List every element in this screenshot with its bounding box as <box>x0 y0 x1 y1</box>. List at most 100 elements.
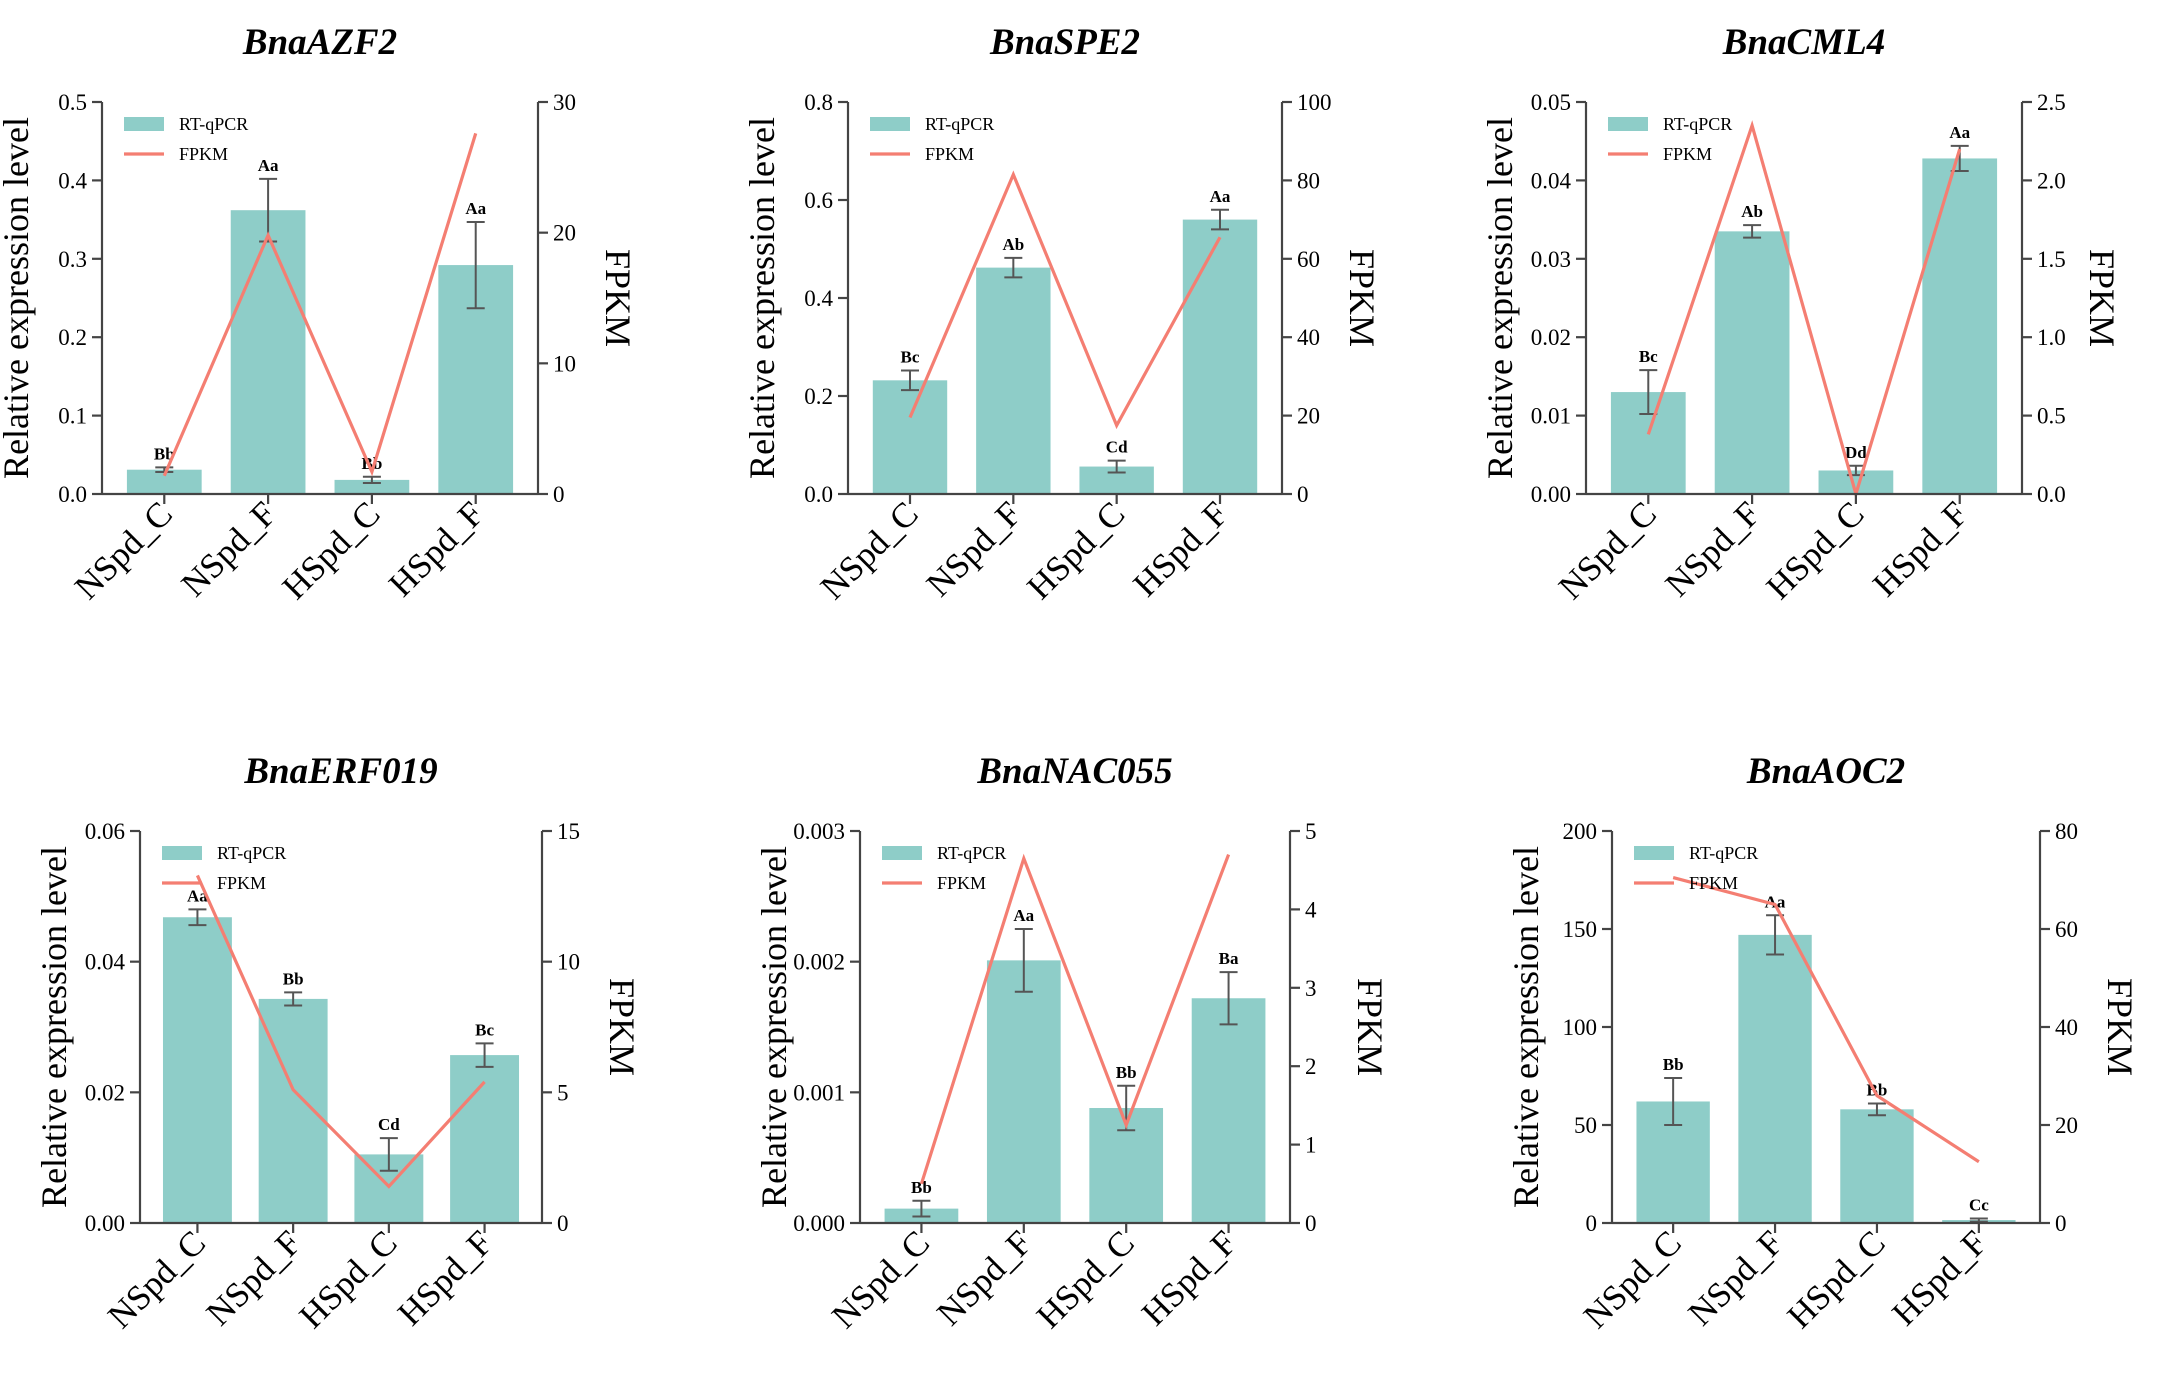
panel-title: BnaAZF2 <box>242 22 397 63</box>
legend-swatch-bar <box>124 117 164 131</box>
fpkm-series-line <box>1672 876 1980 1164</box>
bar <box>1191 998 1266 1223</box>
y2-axis-title: FPKM <box>1342 249 1382 347</box>
right-tick-label: 1.0 <box>2037 325 2066 350</box>
legend-label: RT-qPCR <box>925 114 994 134</box>
significance-label: Cd <box>378 1115 400 1134</box>
right-tick-label: 40 <box>1297 325 1320 350</box>
category-label: HSpd_C <box>1029 1223 1142 1336</box>
bar <box>1738 934 1812 1223</box>
bar <box>230 210 306 494</box>
y-axis-title: Relative expression level <box>1506 846 1546 1208</box>
chart-panel-2: BnaCML4 Bc Ab Dd Aa 0.00 0.01 0.02 0.03 0.04 0.05 0… <box>1480 22 2122 607</box>
bar <box>986 960 1061 1223</box>
right-tick-label: 5 <box>557 1080 569 1105</box>
right-tick-label: 20 <box>1297 404 1320 429</box>
left-tick-label: 0.2 <box>804 384 833 409</box>
chart-panel-4: BnaNAC055 Bb Aa Bb Ba 0.000 0.001 0.002 0.003 0 1 2… <box>754 751 1390 1336</box>
category-label: HSpd_C <box>1019 494 1132 607</box>
y-axis-title: Relative expression level <box>34 846 74 1208</box>
significance-label: Dd <box>1845 443 1867 462</box>
category-label: HSpd_C <box>275 494 388 607</box>
legend-swatch-bar <box>882 846 922 860</box>
right-tick-label: 2.5 <box>2037 90 2066 115</box>
panel-title: BnaSPE2 <box>989 22 1140 63</box>
panel-title: BnaERF019 <box>243 751 437 792</box>
left-tick-label: 50 <box>1574 1113 1597 1138</box>
right-tick-label: 2 <box>1305 1054 1317 1079</box>
chart-panel-1: BnaSPE2 Bc Ab Cd Aa 0.0 0.2 0.4 0.6 0.8 0 20 40 60 80 1… <box>742 22 1382 607</box>
significance-label: Bb <box>911 1178 932 1197</box>
significance-label: Bb <box>1116 1063 1137 1082</box>
bar <box>1182 219 1258 494</box>
y2-axis-title: FPKM <box>2082 249 2122 347</box>
category-label: NSpd_C <box>1576 1223 1689 1336</box>
left-tick-label: 0.4 <box>804 286 833 311</box>
category-label: HSpd_C <box>292 1223 405 1336</box>
bar <box>872 380 948 494</box>
panel-title: BnaNAC055 <box>976 751 1172 792</box>
significance-label: Aa <box>1210 187 1231 206</box>
left-tick-label: 0.3 <box>58 247 87 272</box>
right-tick-label: 0.5 <box>2037 404 2066 429</box>
left-tick-label: 100 <box>1563 1015 1598 1040</box>
significance-label: Bc <box>475 1020 494 1039</box>
left-tick-label: 200 <box>1563 819 1598 844</box>
y-axis-title: Relative expression level <box>0 117 36 479</box>
legend-label: RT-qPCR <box>179 114 248 134</box>
category-label: HSpd_C <box>1780 1223 1893 1336</box>
y-axis-title: Relative expression level <box>1480 117 1520 479</box>
right-tick-label: 10 <box>557 950 580 975</box>
left-tick-label: 0.0 <box>804 482 833 507</box>
category-label: HSpd_F <box>1865 494 1975 604</box>
fpkm-series-line <box>195 874 486 1189</box>
right-tick-label: 15 <box>557 819 580 844</box>
left-tick-label: 0.03 <box>1531 247 1571 272</box>
legend-swatch-bar <box>1608 117 1648 131</box>
category-label: NSpd_C <box>67 494 180 607</box>
left-tick-label: 0.00 <box>1531 482 1571 507</box>
fpkm-series-line <box>919 853 1231 1185</box>
legend-label: FPKM <box>925 144 974 164</box>
right-tick-label: 1 <box>1305 1133 1317 1158</box>
left-tick-label: 0.04 <box>1531 168 1572 193</box>
significance-label: Aa <box>465 199 486 218</box>
left-tick-label: 0.1 <box>58 404 87 429</box>
bar <box>162 917 232 1223</box>
legend-label: FPKM <box>179 144 228 164</box>
category-label: HSpd_F <box>1134 1223 1244 1333</box>
right-tick-label: 2.0 <box>2037 168 2066 193</box>
category-label: NSpd_F <box>929 1223 1039 1333</box>
chart-panel-5: BnaAOC2BbAaBbCc050100150200020406080NSpd… <box>1506 751 2140 1336</box>
left-tick-label: 0.06 <box>85 819 125 844</box>
right-tick-label: 5 <box>1305 819 1317 844</box>
bar <box>1922 158 1998 494</box>
right-tick-label: 4 <box>1305 897 1317 922</box>
legend-label: FPKM <box>937 873 986 893</box>
left-tick-label: 0.4 <box>58 168 87 193</box>
bar <box>1714 231 1790 495</box>
left-tick-label: 0.6 <box>804 188 833 213</box>
left-tick-label: 0.002 <box>793 950 845 975</box>
category-label: NSpd_F <box>1658 494 1768 604</box>
left-tick-label: 0.0 <box>58 482 87 507</box>
left-tick-label: 0.04 <box>85 950 126 975</box>
right-tick-label: 0 <box>2055 1211 2067 1236</box>
right-tick-label: 0 <box>557 1211 569 1236</box>
right-tick-label: 60 <box>2055 917 2078 942</box>
right-tick-label: 0.0 <box>2037 482 2066 507</box>
significance-label: Aa <box>1013 906 1034 925</box>
significance-label: Aa <box>1949 123 1970 142</box>
right-tick-label: 10 <box>553 351 576 376</box>
bar <box>334 479 410 494</box>
left-tick-label: 0.02 <box>1531 325 1571 350</box>
y2-axis-title: FPKM <box>1350 978 1390 1076</box>
right-tick-label: 40 <box>2055 1015 2078 1040</box>
bar <box>976 267 1051 494</box>
category-label: NSpd_F <box>174 494 284 604</box>
fpkm-series-line <box>162 132 478 477</box>
significance-label: Bb <box>154 444 175 463</box>
bar <box>1818 470 1894 494</box>
category-label: HSpd_F <box>390 1223 500 1333</box>
